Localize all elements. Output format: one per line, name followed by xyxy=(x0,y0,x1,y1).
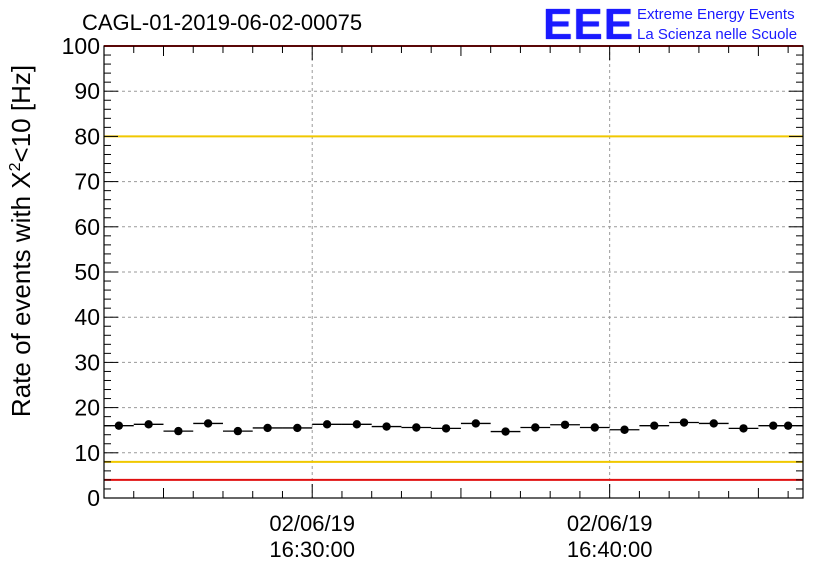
data-point xyxy=(590,423,599,432)
reference-lines xyxy=(104,45,803,481)
y-axis-label: Rate of events with X2<10 [Hz] xyxy=(6,65,36,417)
data-point xyxy=(620,425,629,434)
data-point xyxy=(382,422,391,431)
y-tick-label: 20 xyxy=(74,395,100,421)
y-tick-label: 70 xyxy=(74,169,100,195)
data-series xyxy=(104,418,803,436)
data-point xyxy=(412,423,421,432)
data-point xyxy=(531,423,540,432)
chart-title: CAGL-01-2019-06-02-00075 xyxy=(82,10,363,35)
data-point xyxy=(501,427,510,436)
y-tick-label: 50 xyxy=(74,259,100,285)
data-point xyxy=(352,420,362,429)
data-point xyxy=(203,419,213,428)
eee-logo-mark: EEE xyxy=(543,0,635,49)
axis-labels: 010203040506070809010002/06/1916:30:0002… xyxy=(62,33,653,562)
data-point xyxy=(293,423,302,433)
y-tick-label: 10 xyxy=(74,440,100,466)
data-point xyxy=(114,421,124,430)
data-point xyxy=(441,424,451,433)
y-tick-label: 40 xyxy=(74,304,100,330)
data-point xyxy=(650,421,659,430)
y-tick-label: 0 xyxy=(87,485,100,511)
data-point xyxy=(233,426,243,436)
data-point xyxy=(263,423,272,433)
data-point xyxy=(739,424,748,433)
x-tick-label-date: 02/06/19 xyxy=(269,511,355,536)
axis-ticks xyxy=(103,45,803,499)
x-tick-label-time: 16:40:00 xyxy=(567,537,653,562)
data-point xyxy=(679,418,689,427)
grid xyxy=(104,46,803,498)
data-point xyxy=(709,419,718,428)
y-tick-label: 30 xyxy=(74,349,100,375)
logo-subtitle-line2: La Scienza nelle Scuole xyxy=(637,26,798,43)
data-point xyxy=(471,419,481,428)
x-tick-label-date: 02/06/19 xyxy=(567,511,653,536)
data-point xyxy=(560,420,570,429)
logo-subtitle-line1: Extreme Energy Events xyxy=(637,6,795,23)
data-point xyxy=(174,426,183,436)
y-tick-label: 60 xyxy=(74,214,100,240)
y-tick-label: 90 xyxy=(74,78,100,104)
y-tick-label: 100 xyxy=(62,33,100,59)
y-tick-label: 80 xyxy=(74,123,100,149)
data-point xyxy=(144,420,153,429)
data-point xyxy=(322,420,332,429)
x-tick-label-time: 16:30:00 xyxy=(269,537,355,562)
data-point xyxy=(783,421,793,430)
